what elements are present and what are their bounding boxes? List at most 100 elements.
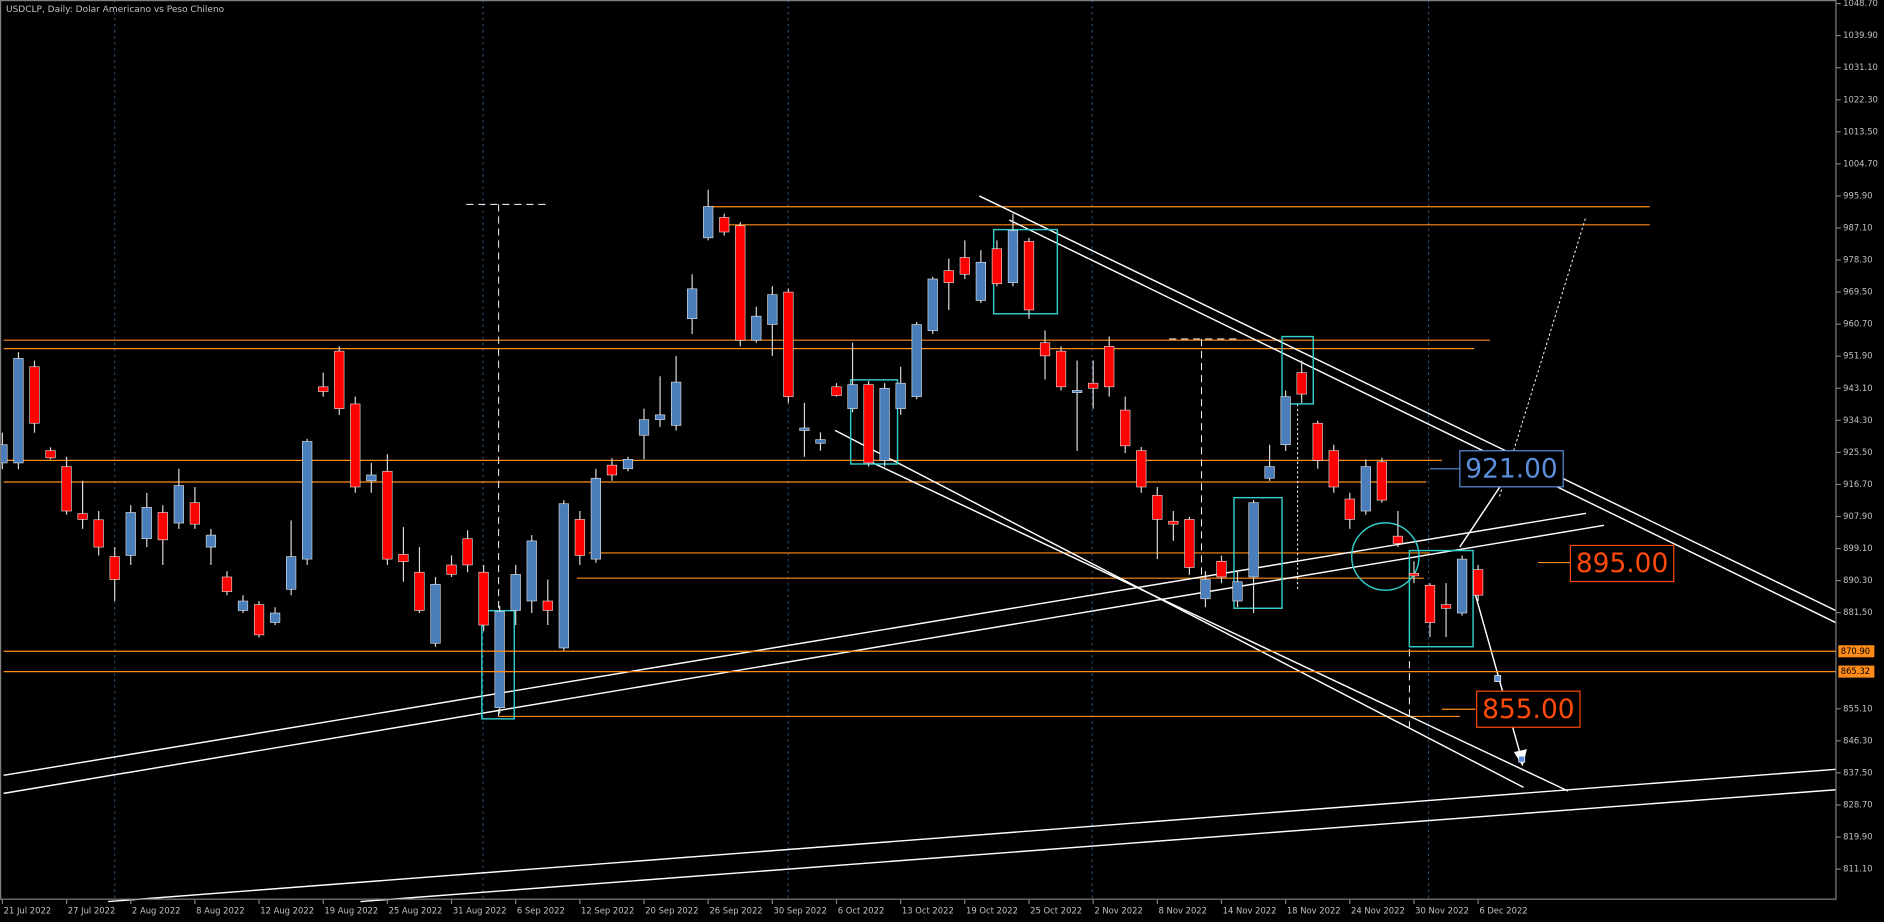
candle-body bbox=[670, 381, 682, 426]
candle-body bbox=[1120, 409, 1131, 447]
candle-body bbox=[414, 571, 425, 611]
candle-body bbox=[1456, 558, 1468, 614]
x-tick-label: 18 Nov 2022 bbox=[1287, 906, 1341, 916]
candle-body bbox=[687, 288, 698, 319]
y-tick-label: 995.90 bbox=[1843, 190, 1872, 200]
candle-body bbox=[430, 583, 441, 644]
candle-body bbox=[77, 513, 88, 520]
candle-body bbox=[558, 503, 569, 649]
annotation-box bbox=[1459, 450, 1564, 488]
y-tick-label: 881.50 bbox=[1843, 607, 1872, 617]
candle-body bbox=[286, 556, 297, 590]
candle-body bbox=[382, 471, 393, 560]
price-tag bbox=[1838, 645, 1875, 658]
x-tick-label: 24 Nov 2022 bbox=[1351, 906, 1405, 916]
x-tick-label: 20 Sep 2022 bbox=[645, 906, 698, 916]
candle-body bbox=[1232, 581, 1243, 602]
candle-body bbox=[45, 450, 56, 459]
candle-body bbox=[831, 386, 842, 396]
x-tick-label: 19 Oct 2022 bbox=[966, 906, 1018, 916]
y-tick-label: 1031.10 bbox=[1843, 62, 1878, 72]
candle-body bbox=[703, 206, 714, 239]
candle-body bbox=[1104, 346, 1115, 388]
candle-body bbox=[991, 248, 1003, 285]
candle-body bbox=[574, 519, 585, 556]
candle-body bbox=[478, 571, 489, 626]
candle-body bbox=[366, 474, 377, 482]
y-tick-label: 987.10 bbox=[1843, 222, 1872, 232]
y-tick-label: 1004.70 bbox=[1843, 158, 1878, 168]
candle-body bbox=[446, 564, 457, 575]
x-tick-label: 27 Jul 2022 bbox=[68, 906, 116, 916]
candle-body bbox=[526, 540, 537, 602]
candle-body bbox=[205, 534, 217, 548]
y-tick-label: 951.90 bbox=[1843, 351, 1872, 361]
candle-body bbox=[141, 507, 152, 540]
x-tick-label: 21 Jul 2022 bbox=[4, 906, 52, 916]
candle-body bbox=[1136, 450, 1147, 488]
chart-title: USDCLP, Daily: Dolar Americano vs Peso C… bbox=[6, 5, 225, 15]
candle-body bbox=[1424, 585, 1436, 623]
candle-body bbox=[1007, 230, 1019, 283]
y-tick-label: 1048.70 bbox=[1843, 0, 1878, 8]
drawings bbox=[3, 195, 1837, 903]
trendlines bbox=[3, 195, 1837, 903]
candle-body bbox=[157, 512, 168, 541]
plot-frame bbox=[0, 0, 1837, 900]
y-tick-label: 925.50 bbox=[1843, 447, 1872, 457]
candle-body bbox=[1328, 450, 1339, 488]
y-tick-label: 934.30 bbox=[1843, 415, 1872, 425]
candle-body bbox=[1152, 495, 1163, 520]
x-tick-label: 6 Oct 2022 bbox=[838, 906, 885, 916]
candle-body bbox=[1055, 350, 1067, 388]
x-tick-label: 8 Nov 2022 bbox=[1159, 906, 1207, 916]
candle-body bbox=[1344, 498, 1355, 520]
x-tick-label: 2 Nov 2022 bbox=[1094, 906, 1142, 916]
candle-body bbox=[1023, 241, 1035, 311]
candle-body bbox=[302, 441, 313, 560]
price-tag-label: 870.90 bbox=[1841, 646, 1870, 656]
x-tick-label: 8 Aug 2022 bbox=[196, 906, 245, 916]
orange-levels bbox=[3, 206, 1650, 718]
candle-body bbox=[1200, 579, 1211, 600]
candle-body bbox=[462, 538, 473, 566]
y-tick-label: 899.10 bbox=[1843, 543, 1872, 553]
candle-body bbox=[1168, 520, 1179, 525]
y-tick-label: 960.70 bbox=[1843, 319, 1872, 329]
y-tick-label: 811.10 bbox=[1843, 864, 1872, 874]
candle-body bbox=[863, 384, 874, 464]
candle-body bbox=[975, 261, 986, 301]
candle-body bbox=[1473, 569, 1484, 596]
x-tick-label: 6 Sep 2022 bbox=[517, 906, 565, 916]
x-tick-label: 12 Sep 2022 bbox=[581, 906, 634, 916]
candle-body bbox=[1360, 466, 1371, 512]
price-tag-label: 865.32 bbox=[1841, 666, 1870, 676]
y-tick-label: 978.30 bbox=[1843, 255, 1872, 265]
candle-body bbox=[1248, 502, 1259, 578]
candle-body bbox=[398, 554, 409, 562]
candle-body bbox=[269, 612, 281, 623]
candle-body bbox=[221, 576, 233, 592]
candle-body bbox=[237, 600, 249, 611]
candle-body bbox=[927, 278, 938, 332]
candles bbox=[0, 189, 1484, 714]
candle-body bbox=[510, 574, 521, 611]
y-tick-label: 846.30 bbox=[1843, 735, 1872, 745]
candle-body bbox=[606, 464, 618, 476]
candle-body bbox=[494, 611, 505, 709]
x-tick-label: 2 Aug 2022 bbox=[132, 906, 181, 916]
candle-body bbox=[29, 366, 40, 424]
candle-body bbox=[1072, 390, 1083, 393]
candle-body bbox=[815, 439, 826, 444]
annotation-box bbox=[1569, 544, 1675, 583]
candle-body bbox=[61, 466, 72, 512]
candle-body bbox=[318, 386, 329, 392]
candle-body bbox=[13, 358, 24, 464]
cyan-boxes bbox=[481, 228, 1474, 720]
x-tick-label: 19 Aug 2022 bbox=[324, 906, 378, 916]
candle-body bbox=[0, 444, 8, 464]
annotation-box bbox=[1476, 690, 1581, 728]
candle-body bbox=[751, 315, 762, 341]
candle-body bbox=[1216, 561, 1227, 578]
